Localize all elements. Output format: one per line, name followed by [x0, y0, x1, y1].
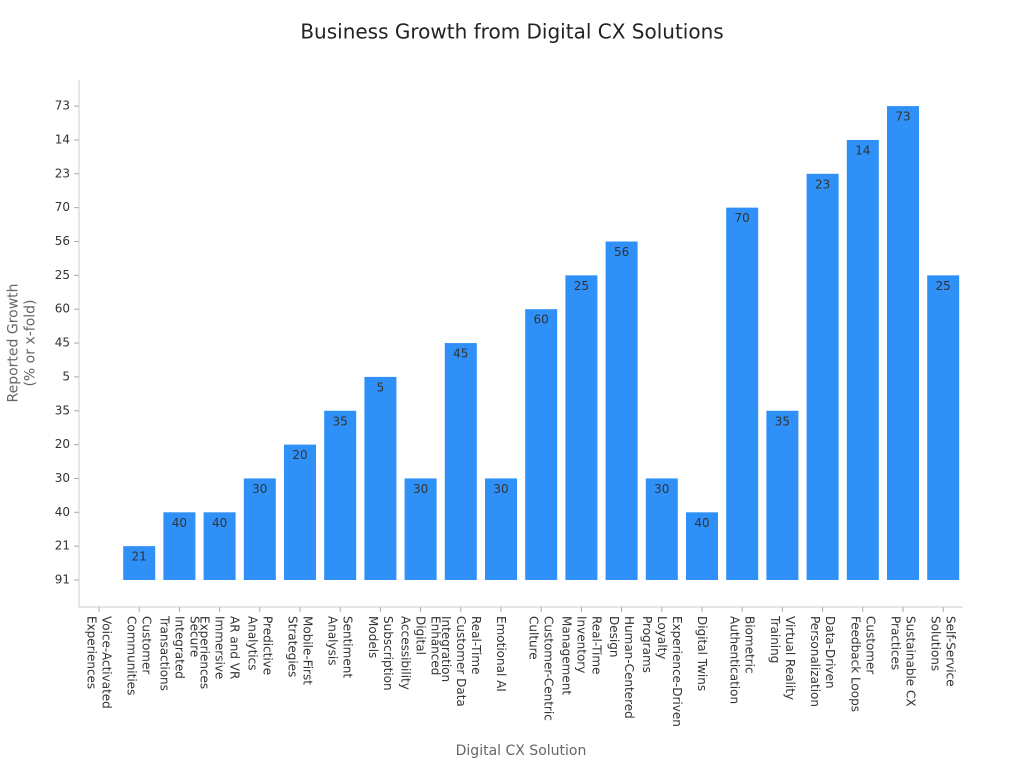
- bar: [726, 207, 759, 580]
- bar: [605, 241, 638, 580]
- value-label: 45: [453, 347, 468, 361]
- bar: [927, 275, 960, 580]
- bar: [887, 106, 919, 580]
- y-tick-label: 25: [55, 268, 70, 282]
- y-tick-label: 20: [55, 437, 70, 451]
- x-tick-label: SecureIntegratedTransactions: [158, 615, 202, 691]
- y-tick-label: 21: [55, 539, 70, 553]
- x-tick-label: SentimentAnalysis: [326, 616, 355, 678]
- x-tick-label: Customer-CentricCulture: [527, 616, 556, 721]
- bar: [525, 309, 558, 580]
- x-tick-label: AR and VRImmersiveExperiences: [198, 616, 242, 689]
- value-label: 30: [413, 482, 428, 496]
- y-tick-label: 73: [55, 99, 70, 113]
- y-tick-label: 14: [55, 132, 70, 146]
- value-label: 35: [775, 414, 790, 428]
- x-tick-label: SubscriptionModels: [366, 616, 395, 691]
- y-tick-label: 70: [55, 200, 70, 214]
- value-label: 56: [614, 245, 629, 259]
- chart-title: Business Growth from Digital CX Solution…: [300, 20, 723, 44]
- x-tick-label: Digital Twins: [696, 616, 710, 691]
- y-tick-label: 40: [55, 505, 70, 519]
- x-tick-label: CustomerCommunities: [125, 616, 154, 695]
- x-tick-label: Mobile-FirstStrategies: [286, 616, 315, 685]
- bar: [123, 546, 156, 580]
- x-tick-label: Self-ServiceSolutions: [929, 616, 958, 687]
- value-label: 21: [132, 550, 147, 564]
- x-tick-label: Real-TimeInventoryManagement: [560, 616, 604, 695]
- value-label: 23: [815, 177, 830, 191]
- value-label: 25: [936, 279, 951, 293]
- x-tick-label: BiometricAuthentication: [728, 616, 757, 704]
- x-tick-label: Sustainable CXPractices: [889, 616, 918, 707]
- value-label: 5: [377, 380, 385, 394]
- value-label: 40: [212, 516, 227, 530]
- bar: [846, 139, 879, 580]
- x-tick-label: PredictiveAnalytics: [246, 616, 275, 675]
- x-tick-label: Virtual RealityTraining: [768, 615, 797, 700]
- x-tick-label: CustomerFeedback Loops: [849, 616, 878, 712]
- value-label: 25: [574, 279, 589, 293]
- value-label: 30: [252, 482, 267, 496]
- bar: [444, 343, 477, 580]
- y-tick-label: 45: [55, 336, 70, 350]
- bar: [485, 478, 517, 580]
- x-tick-label: Human-CenteredDesign: [608, 616, 637, 719]
- bar: [364, 376, 397, 580]
- y-tick-label: 91: [55, 573, 70, 587]
- value-label: 73: [895, 110, 910, 124]
- y-tick-label: 30: [55, 471, 70, 485]
- x-tick-label: Experience-DrivenLoyaltyPrograms: [640, 616, 684, 727]
- bar: [806, 173, 839, 581]
- y-axis-label: Reported Growth(% or x-fold): [6, 283, 39, 402]
- value-label: 35: [333, 414, 348, 428]
- y-tick-label: 23: [55, 166, 70, 180]
- x-tick-label: Real-TimeCustomer DataIntegration: [439, 616, 483, 707]
- value-label: 20: [292, 448, 307, 462]
- x-tick-label: EnhancedDigitalAccessibility: [399, 616, 443, 690]
- y-tick-label: 56: [55, 234, 70, 248]
- y-tick-label: 35: [55, 403, 70, 417]
- value-label: 14: [855, 143, 870, 157]
- bar: [203, 512, 236, 580]
- bar: [284, 444, 316, 580]
- value-label: 30: [493, 482, 508, 496]
- bar: [324, 410, 357, 580]
- value-label: 60: [534, 313, 549, 327]
- bar: [565, 275, 598, 580]
- bar: [404, 478, 437, 580]
- x-tick-label: Emotional AI: [495, 616, 509, 692]
- y-tick-label: 60: [55, 302, 70, 316]
- x-tick-label: Data-DrivenPersonalization: [809, 616, 838, 707]
- bar: [645, 478, 678, 580]
- bar: [243, 478, 276, 580]
- value-label: 40: [694, 516, 709, 530]
- value-label: 30: [654, 482, 669, 496]
- value-label: 70: [735, 211, 750, 225]
- x-axis-label: Digital CX Solution: [456, 743, 587, 759]
- x-tick-label: Voice-ActivatedExperiences: [85, 616, 114, 709]
- bar: [163, 512, 196, 580]
- bar: [766, 410, 799, 580]
- y-tick-label: 5: [62, 369, 70, 383]
- bar: [686, 512, 718, 580]
- value-label: 40: [172, 516, 187, 530]
